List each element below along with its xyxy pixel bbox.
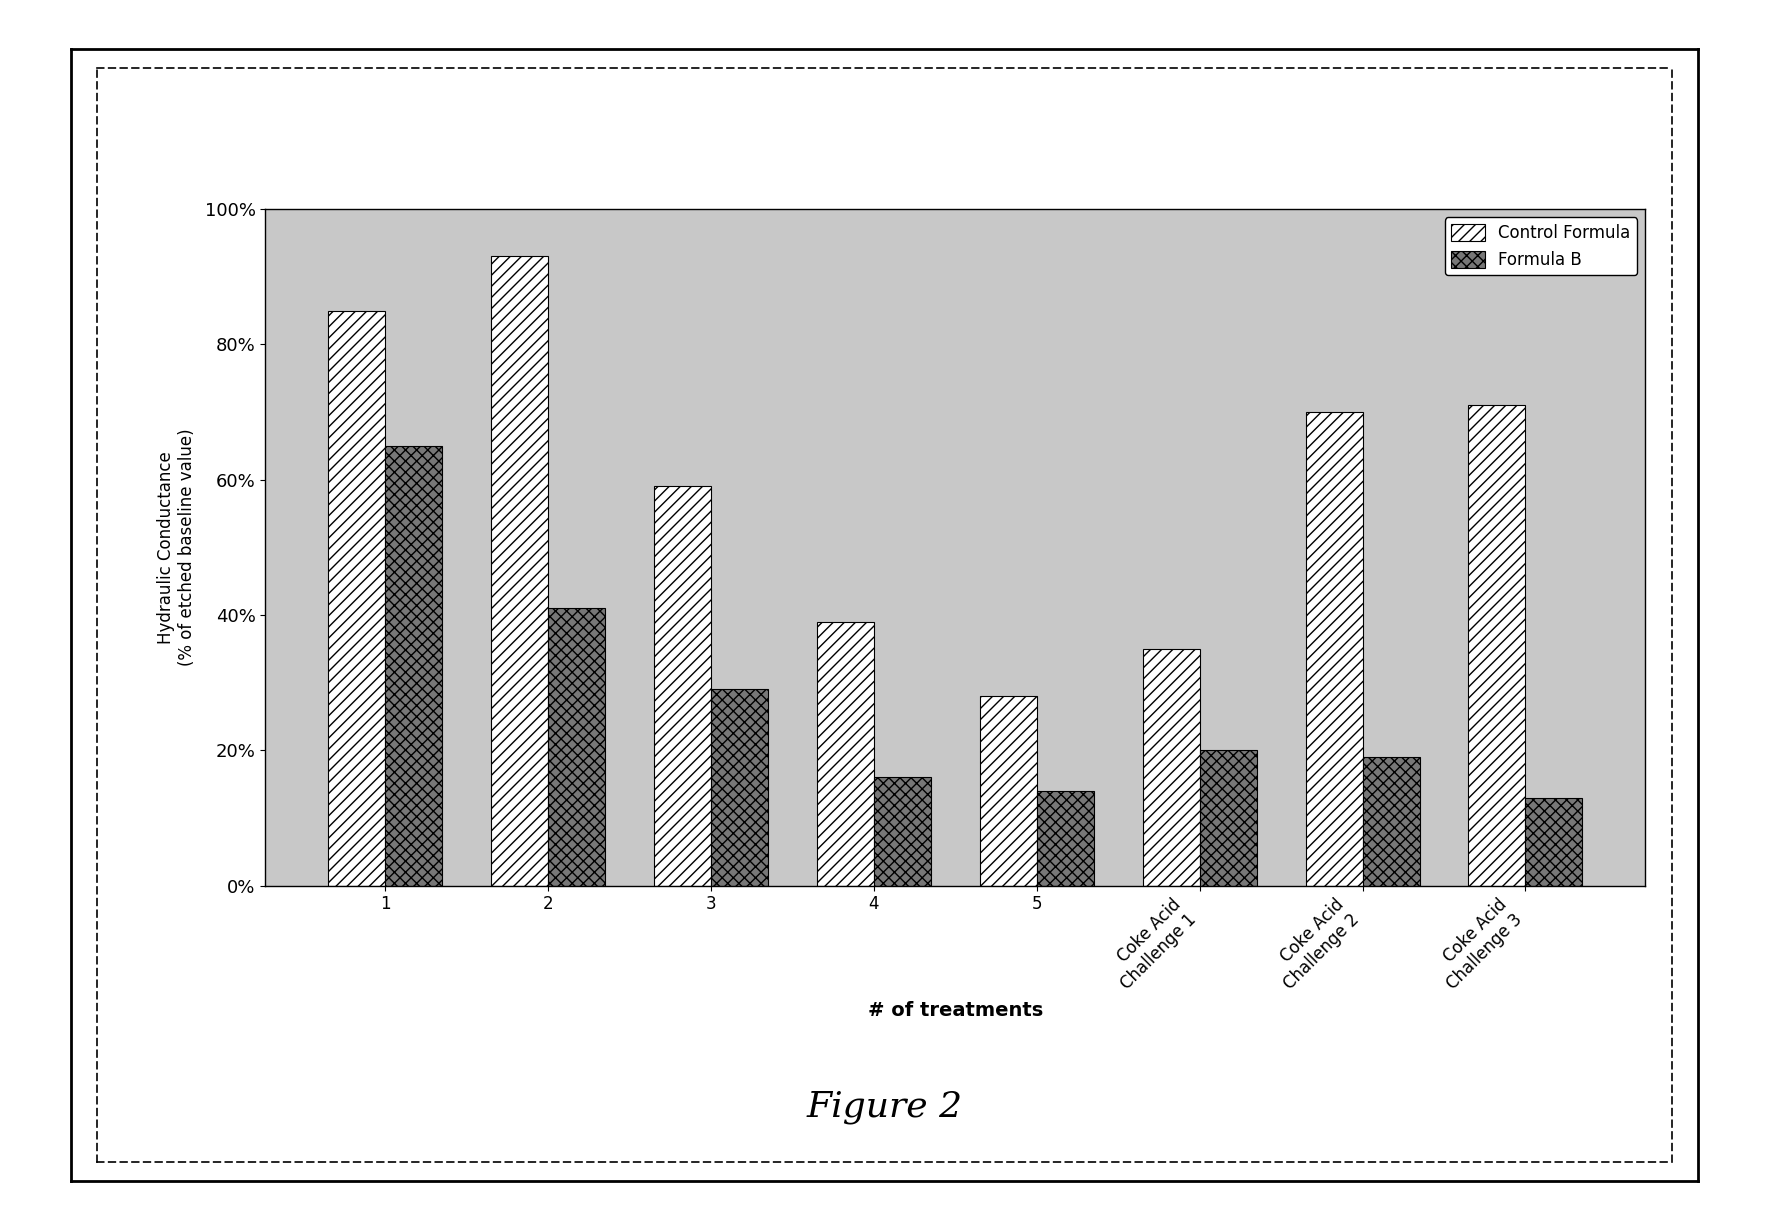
Y-axis label: Hydraulic Conductance
(% of etched baseline value): Hydraulic Conductance (% of etched basel…: [157, 428, 196, 667]
Bar: [1037, 791, 1093, 886]
X-axis label: # of treatments: # of treatments: [867, 1001, 1044, 1020]
Bar: [655, 486, 711, 886]
Bar: [1362, 756, 1419, 886]
Bar: [1306, 412, 1362, 886]
Bar: [980, 696, 1037, 886]
Bar: [711, 689, 768, 886]
Legend: Control Formula, Formula B: Control Formula, Formula B: [1445, 218, 1636, 276]
Bar: [1468, 405, 1525, 886]
Bar: [874, 777, 930, 886]
Bar: [327, 310, 386, 886]
Bar: [1143, 649, 1199, 886]
Bar: [1525, 797, 1583, 886]
Bar: [492, 256, 548, 886]
Bar: [548, 608, 605, 886]
Bar: [1199, 750, 1256, 886]
Bar: [817, 621, 874, 886]
Bar: [386, 446, 442, 886]
Text: Figure 2: Figure 2: [807, 1090, 962, 1124]
